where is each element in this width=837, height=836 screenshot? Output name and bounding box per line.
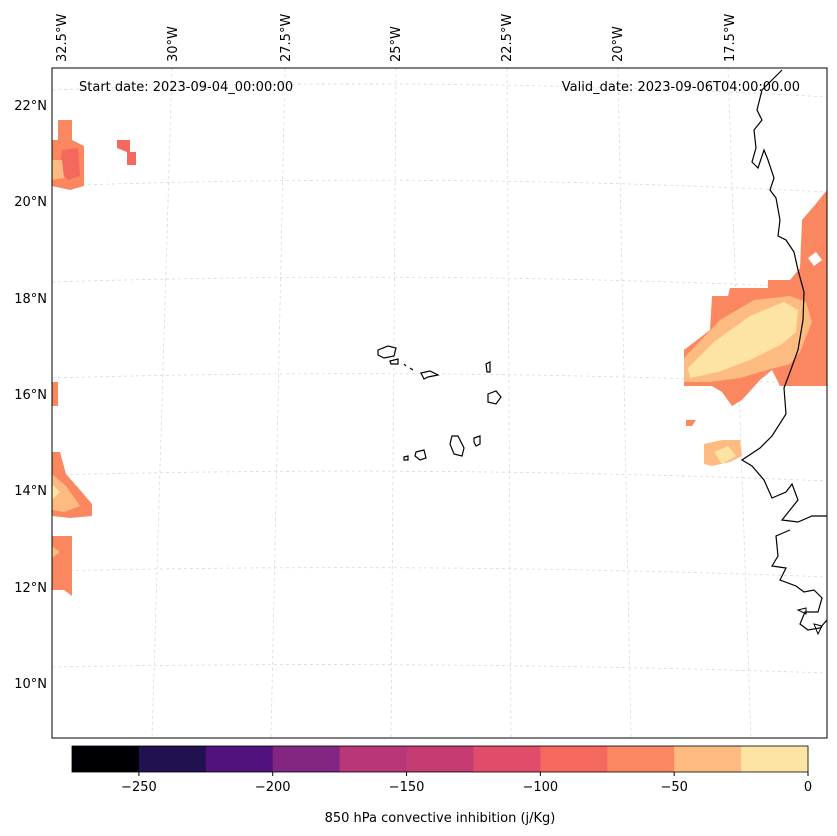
island-maio <box>473 435 481 447</box>
lon-label-17-5w: 17.5°W <box>723 14 738 62</box>
island-fogo <box>414 449 427 461</box>
lat-label-18n: 18°N <box>14 292 47 307</box>
colorbar-bin-8 <box>607 746 675 772</box>
gridline-lon-30 <box>151 67 173 739</box>
island-santa-luzia <box>403 363 407 367</box>
cin-area-nw-core <box>60 148 80 180</box>
island-brava <box>403 455 409 461</box>
colorbar-bin-7 <box>540 746 608 772</box>
gridline-lat-12 <box>51 567 828 578</box>
start-date-label: Start date: 2023-09-04_00:00:00 <box>79 80 293 95</box>
gridline-lon-22-5 <box>506 67 512 739</box>
map-area: Start date: 2023-09-04_00:00:00 Valid_da… <box>51 67 828 739</box>
colorbar-label: 850 hPa convective inhibition (j/Kg) <box>325 811 556 826</box>
colorbar-bin-10 <box>741 746 809 772</box>
gridline-lat-14 <box>51 470 828 482</box>
bijagos-islands <box>796 607 823 636</box>
colorbar-bin-4 <box>339 746 408 772</box>
colorbar-tick-label-4: −50 <box>660 780 687 795</box>
colorbar-bin-0 <box>72 746 140 772</box>
cin-area-e-inner <box>688 302 798 378</box>
cin-area-w-1 <box>52 382 58 406</box>
longitude-labels: 32.5°W 30°W 27.5°W 25°W 22.5°W 20°W 17.5… <box>55 14 738 62</box>
lon-label-22-5w: 22.5°W <box>500 14 515 62</box>
lat-label-16n: 16°N <box>14 388 47 403</box>
lon-label-27-5w: 27.5°W <box>279 14 294 62</box>
gridline-lat-22 <box>51 83 828 98</box>
gridline-lat-20 <box>51 179 828 193</box>
lat-label-20n: 20°N <box>14 195 47 210</box>
lat-label-14n: 14°N <box>14 484 47 499</box>
cin-patch-northwest <box>52 120 136 190</box>
lat-label-12n: 12°N <box>14 581 47 596</box>
island-sal <box>485 361 491 373</box>
cin-area-w-4 <box>52 484 60 500</box>
cin-area-nw-edge <box>52 160 64 180</box>
colorbar-ticks: −250 −200 −150 −100 −50 0 <box>121 772 812 795</box>
cin-area-e-hole <box>808 252 822 266</box>
gridline-lon-27-5 <box>270 67 286 739</box>
gridlines <box>51 67 828 739</box>
island-sao-nicolau <box>420 370 440 380</box>
lon-label-25w: 25°W <box>389 26 404 62</box>
cin-area-w-6 <box>52 546 60 558</box>
colorbar-tick-label-2: −150 <box>389 780 425 795</box>
colorbar-bin-9 <box>674 746 742 772</box>
map-frame <box>51 67 828 739</box>
cin-area-nw-small <box>117 140 136 165</box>
lon-label-30w: 30°W <box>166 26 181 62</box>
lat-label-10n: 10°N <box>14 677 47 692</box>
gridline-lat-10 <box>51 664 828 674</box>
gridline-lat-18 <box>51 276 828 289</box>
colorbar-bin-1 <box>138 746 207 772</box>
lon-label-32-5w: 32.5°W <box>55 14 70 62</box>
colorbar-tick-label-1: −200 <box>255 780 291 795</box>
gridline-lon-25 <box>390 67 397 739</box>
island-sao-vicente <box>389 358 399 365</box>
colorbar-frame <box>71 745 809 773</box>
colorbar-bin-3 <box>272 746 341 772</box>
latitude-labels: 22°N 20°N 18°N 16°N 14°N 12°N 10°N <box>14 99 47 692</box>
island-boa-vista <box>487 390 502 405</box>
cin-area-w-3 <box>52 474 80 512</box>
colorbar: −250 −200 −150 −100 −50 0 850 hPa convective … <box>71 745 812 826</box>
cin-patch-east <box>684 190 827 466</box>
cin-area-w-5 <box>52 536 72 596</box>
island-santo-antao <box>377 345 397 359</box>
lon-label-20w: 20°W <box>611 26 626 62</box>
cin-patch-west <box>52 382 92 596</box>
colorbar-bin-5 <box>406 746 474 772</box>
colorbar-bin-2 <box>205 746 274 772</box>
cape-verde-islands <box>377 345 502 461</box>
lat-label-22n: 22°N <box>14 99 47 114</box>
colorbar-bin-6 <box>473 746 541 772</box>
map-background <box>52 68 827 738</box>
valid-date-label: Valid_date: 2023-09-06T04:00:00.00 <box>562 80 800 95</box>
island-santiago <box>449 435 465 457</box>
cin-area-e-speck <box>686 420 696 426</box>
colorbar-tick-label-0: −250 <box>121 780 157 795</box>
cin-area-e-south-core <box>714 446 736 464</box>
african-coastline <box>740 69 828 631</box>
island-islet <box>409 367 414 371</box>
gridline-lon-17-5 <box>727 67 752 739</box>
gridline-lon-20 <box>617 67 632 739</box>
colorbar-bins <box>72 746 809 772</box>
colorbar-tick-label-5: 0 <box>804 780 812 795</box>
colorbar-tick-label-3: −100 <box>523 780 559 795</box>
